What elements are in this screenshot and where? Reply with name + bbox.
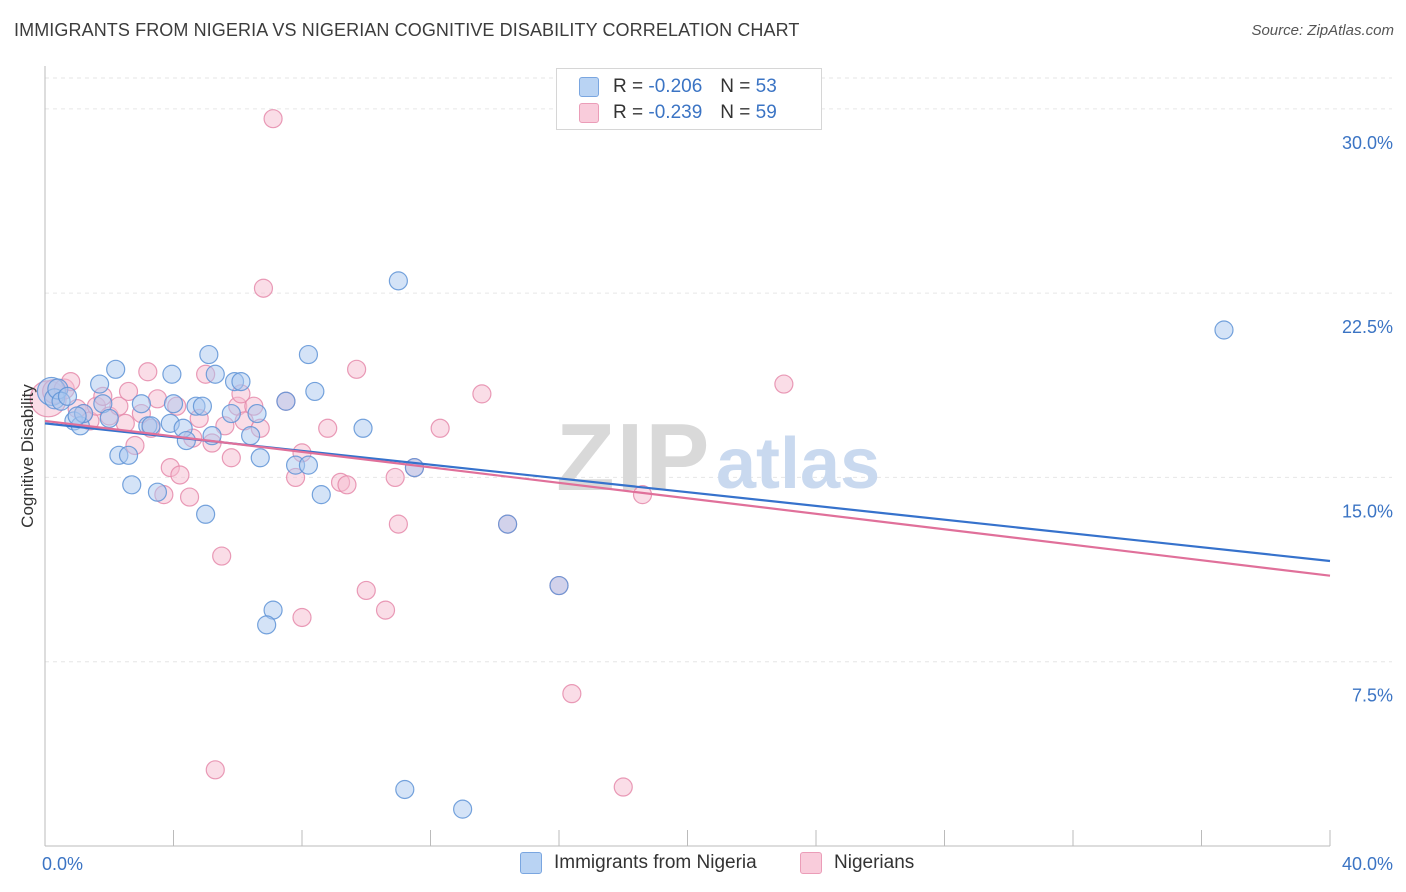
blue-point — [90, 374, 110, 394]
blue-point — [1214, 320, 1234, 340]
blue-point — [118, 445, 139, 465]
tick-labels: 7.5% 15.0% 22.5% 30.0% 0.0% 40.0% — [42, 133, 1393, 874]
pink-point — [118, 381, 139, 402]
pink-point — [263, 109, 283, 129]
legend-item-immigrants: Immigrants from Nigeria — [520, 852, 757, 874]
trend-lines — [44, 419, 1331, 577]
blue-point — [122, 475, 142, 495]
pink-legend-swatch — [800, 852, 822, 874]
blue-point — [196, 504, 216, 524]
pink-point — [430, 418, 450, 438]
blue-point — [247, 403, 267, 424]
r-label: R = — [613, 102, 644, 123]
chart-title: IMMIGRANTS FROM NIGERIA VS NIGERIAN COGN… — [14, 20, 800, 40]
x-tick-label-max: 40.0% — [1342, 854, 1393, 874]
blue-point — [257, 615, 277, 635]
blue-point — [205, 364, 225, 384]
axes — [44, 66, 1331, 847]
blue-point — [549, 575, 569, 596]
blue-point — [395, 779, 415, 800]
pink-point — [138, 362, 158, 382]
pink-point — [292, 607, 312, 628]
pink-point — [212, 546, 232, 566]
blue-point — [57, 386, 78, 406]
chart-source: Source: ZipAtlas.com — [1251, 22, 1394, 39]
blue-swatch — [579, 77, 599, 97]
pink-point — [253, 278, 274, 298]
stats-legend-row-blue: R = -0.206 N = 53 — [579, 75, 777, 99]
blue-point — [231, 372, 251, 392]
blue-point — [298, 455, 319, 475]
blue-point — [147, 482, 168, 502]
grid — [45, 77, 1392, 663]
pink-point — [356, 580, 376, 601]
watermark-zip: ZIP — [556, 404, 711, 511]
pink-point — [375, 600, 396, 620]
blue-point — [298, 344, 319, 365]
y-tick-label: 22.5% — [1342, 317, 1393, 337]
pink-point — [221, 448, 241, 468]
pink-point — [205, 760, 225, 780]
pink-point — [388, 514, 408, 534]
pink-point — [385, 467, 405, 488]
blue-point — [192, 396, 213, 416]
legend-label-nigerians: Nigerians — [834, 852, 915, 873]
series-immigrants-from-nigeria — [36, 271, 1234, 819]
blue-point — [388, 271, 408, 291]
blue-point — [305, 381, 325, 402]
y-tick-label: 7.5% — [1352, 686, 1393, 706]
pink-point — [179, 487, 200, 507]
pink-point — [347, 359, 367, 379]
pink-point — [318, 418, 338, 438]
blue-point — [199, 344, 219, 365]
legend-item-nigerians: Nigerians — [800, 852, 914, 874]
blue-point — [276, 391, 296, 411]
blue-point — [221, 403, 241, 424]
x-tick-label-min: 0.0% — [42, 854, 83, 874]
n-label: N = — [720, 76, 751, 97]
n-value: 53 — [755, 76, 777, 97]
n-value: 59 — [755, 102, 777, 123]
blue-point — [106, 359, 126, 379]
pink-point — [337, 475, 357, 495]
pink-point — [147, 389, 168, 409]
pink-point — [562, 684, 582, 704]
r-value: -0.206 — [648, 76, 703, 97]
blue-point — [163, 394, 184, 414]
pink-point — [472, 384, 492, 404]
y-tick-label: 30.0% — [1342, 133, 1393, 153]
pink-swatch — [579, 103, 599, 123]
blue-point — [453, 799, 473, 819]
y-axis-label: Cognitive Disability — [18, 384, 37, 528]
blue-point — [131, 394, 151, 414]
r-label: R = — [613, 76, 644, 97]
n-label: N = — [720, 102, 751, 123]
blue-point — [498, 514, 518, 534]
blue-point — [241, 426, 261, 446]
blue-point — [67, 406, 87, 426]
watermark-atlas: atlas — [716, 424, 880, 504]
y-tick-label: 15.0% — [1342, 501, 1393, 521]
blue-point — [162, 364, 182, 384]
r-value: -0.239 — [648, 102, 703, 123]
pink-point — [613, 777, 633, 797]
blue-legend-swatch — [520, 852, 542, 874]
blue-point — [353, 418, 373, 438]
legend-label-immigrants: Immigrants from Nigeria — [554, 852, 757, 873]
blue-point — [176, 430, 196, 451]
pink-point — [170, 465, 190, 485]
blue-point — [250, 448, 270, 468]
trend-line-nigerians — [44, 419, 1331, 577]
blue-point — [99, 408, 119, 429]
blue-point — [311, 485, 331, 505]
stats-legend-row-pink: R = -0.239 N = 59 — [579, 101, 777, 125]
stats-legend: R = -0.206 N = 53 R = -0.239 N = 59 — [556, 68, 822, 130]
pink-point — [774, 374, 794, 394]
